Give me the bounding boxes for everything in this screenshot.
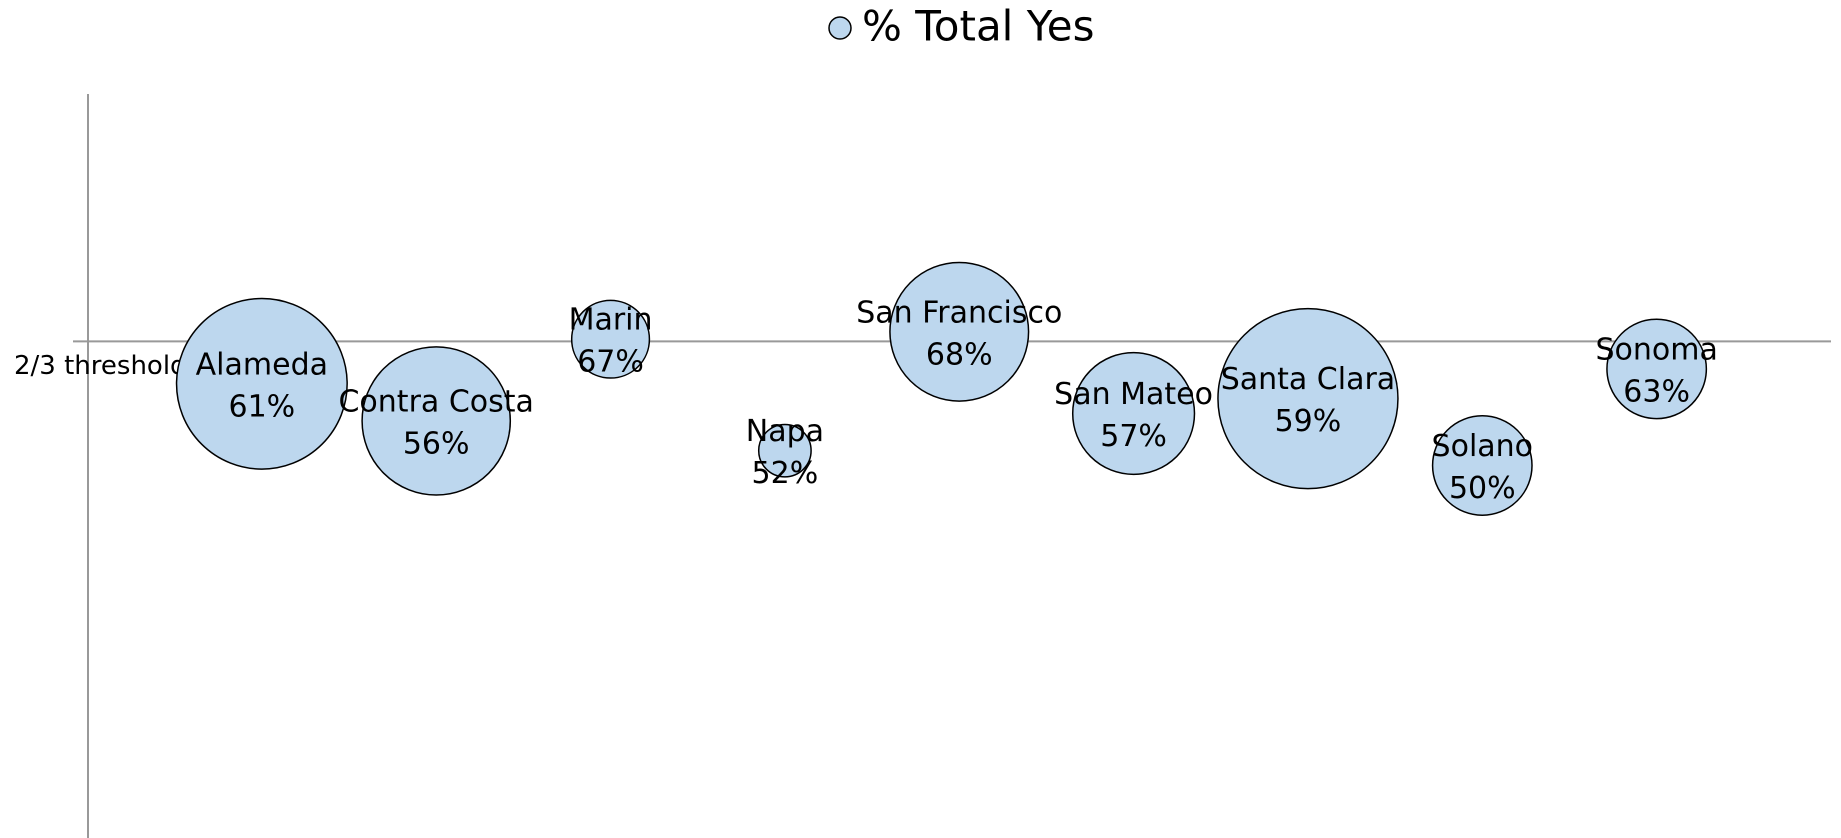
threshold-label: 2/3 threshold [14, 351, 187, 381]
bubble [1431, 415, 1533, 516]
bubble-name: Napa [746, 414, 824, 449]
bubble-name: Sonoma [1595, 332, 1717, 367]
bubble-value: 59% [1275, 404, 1342, 439]
bubble [889, 261, 1030, 402]
bubble-value: 63% [1623, 374, 1690, 409]
bubble-value: 52% [752, 456, 819, 491]
legend: % Total Yes [828, 2, 1095, 51]
bubble-name: Solano [1432, 429, 1533, 464]
bubble-name: Contra Costa [338, 384, 533, 419]
bubble [1071, 351, 1196, 476]
bubble-name: San Mateo [1054, 377, 1213, 412]
legend-swatch [828, 16, 852, 40]
bubble-value: 56% [403, 426, 470, 461]
bubble-value: 67% [577, 345, 644, 380]
bubble-value: 57% [1100, 419, 1167, 454]
bubble [175, 297, 348, 470]
bubble-name: Santa Clara [1221, 362, 1396, 397]
bubble-name: Marin [569, 303, 653, 338]
bubble [1217, 307, 1399, 490]
bubble [1606, 318, 1708, 420]
bubble [570, 299, 651, 379]
bubble-name: San Francisco [856, 295, 1062, 330]
bubble-value: 61% [229, 389, 296, 424]
bubble-value: 68% [926, 337, 993, 372]
bubble [361, 346, 512, 496]
legend-label: % Total Yes [862, 2, 1095, 51]
bubble-name: Alameda [196, 347, 328, 382]
bubble [757, 423, 812, 478]
bubble-value: 50% [1449, 471, 1516, 506]
